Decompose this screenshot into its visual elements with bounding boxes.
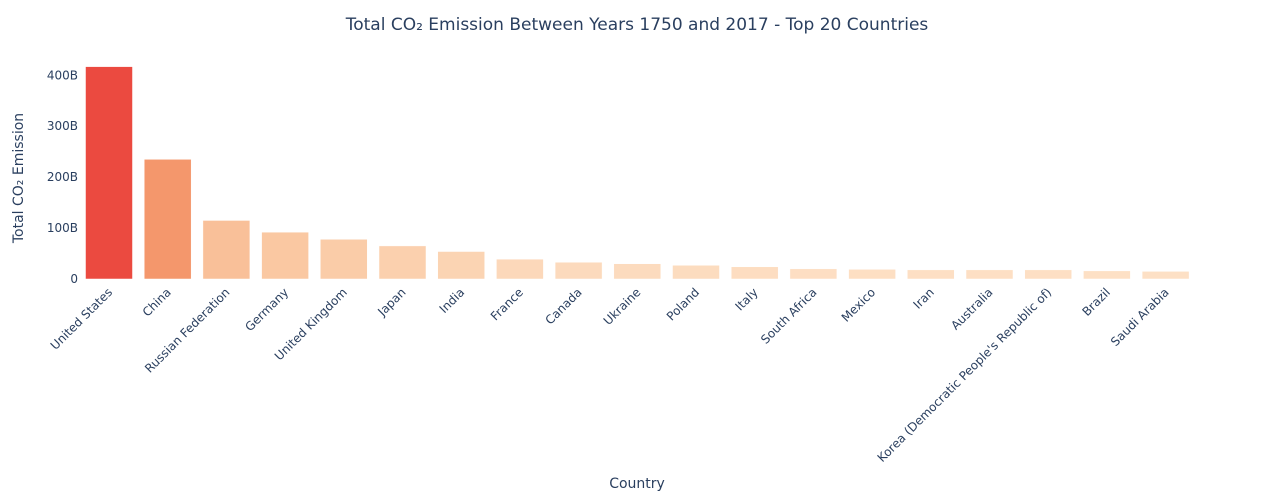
y-tick-label: 200B (47, 170, 78, 184)
x-tick-label: Germany (242, 285, 291, 334)
bar[interactable] (437, 251, 485, 280)
bar[interactable] (320, 239, 368, 280)
bar[interactable] (496, 258, 544, 280)
x-tick-label: Mexico (839, 285, 879, 325)
bar[interactable] (730, 266, 779, 280)
bar[interactable] (143, 159, 192, 280)
bar[interactable] (378, 245, 427, 280)
y-axis: 0 100B 200B 300B 400B (47, 68, 78, 286)
x-tick-label: India (437, 285, 468, 316)
bar[interactable] (613, 263, 662, 280)
bar[interactable] (672, 264, 720, 280)
y-axis-title: Total CO₂ Emission (11, 113, 27, 244)
x-tick-label: Brazil (1079, 285, 1113, 319)
x-tick-label: United States (48, 285, 115, 352)
bar[interactable] (261, 231, 309, 280)
bar[interactable] (85, 66, 133, 280)
x-tick-label: Japan (374, 285, 408, 319)
x-tick-label: Italy (733, 285, 761, 313)
x-tick-label: Australia (948, 285, 995, 332)
y-tick-label: 300B (47, 119, 78, 133)
x-tick-label: France (488, 285, 526, 323)
x-tick-label: Saudi Arabia (1108, 285, 1172, 349)
bar[interactable] (554, 261, 603, 280)
x-tick-label: Iran (910, 285, 936, 311)
y-tick-label: 0 (70, 272, 78, 286)
bar[interactable] (789, 268, 838, 280)
y-tick-label: 100B (47, 221, 78, 235)
x-tick-label: Poland (664, 285, 702, 323)
y-tick-label: 400B (47, 68, 78, 82)
bar[interactable] (1083, 270, 1131, 280)
bar[interactable] (907, 269, 955, 280)
bar[interactable] (965, 269, 1014, 280)
bar[interactable] (1024, 269, 1072, 280)
chart-title: Total CO₂ Emission Between Years 1750 an… (345, 15, 929, 35)
bar[interactable] (848, 269, 896, 280)
x-tick-label: China (140, 285, 174, 319)
x-tick-label: Ukraine (601, 285, 644, 328)
bars (85, 66, 1190, 280)
bar[interactable] (1141, 271, 1190, 280)
bar[interactable] (202, 220, 251, 280)
x-tick-label: South Africa (758, 285, 819, 346)
x-axis-title: Country (609, 476, 665, 492)
x-tick-label: Canada (543, 285, 585, 327)
